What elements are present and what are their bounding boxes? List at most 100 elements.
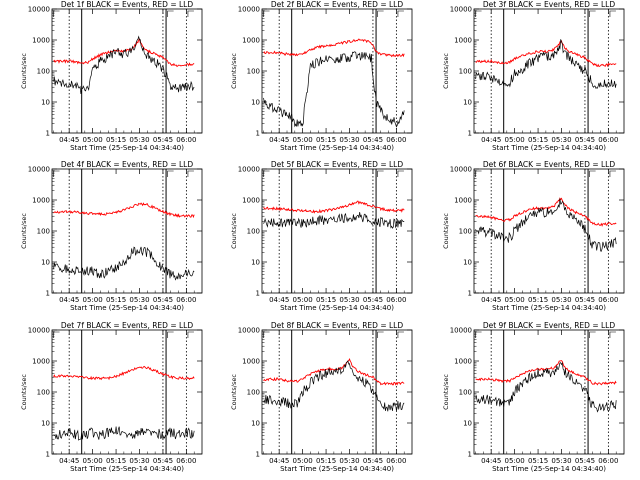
chart-title: Det 4f BLACK = Events, RED = LLD	[61, 160, 194, 169]
x-axis-label: Start Time (25-Sep-14 04:34:40)	[70, 465, 184, 473]
chart-panel-5: Det 5f BLACK = Events, RED = LLD 1 10 100 10…	[230, 160, 413, 312]
x-tick-label: 05:45	[153, 457, 173, 465]
y-axis-label: Counts/sec	[20, 374, 28, 410]
x-tick-label: 05:15	[316, 136, 336, 144]
chart-title: Det 9f BLACK = Events, RED = LLD	[483, 321, 616, 330]
x-tick-label: 05:00	[83, 457, 103, 465]
x-tick-label: 05:00	[83, 296, 103, 304]
chart-title: Det 5f BLACK = Events, RED = LLD	[271, 160, 404, 169]
interval-bracket	[475, 331, 482, 338]
y-axis-label: Counts/sec	[442, 213, 450, 249]
interval-bracket	[187, 331, 194, 338]
series-line-lld	[475, 197, 617, 227]
series-line-lld	[475, 360, 617, 386]
chart-title: Det 6f BLACK = Events, RED = LLD	[483, 160, 616, 169]
y-tick-label: 10000	[238, 327, 260, 335]
x-tick-label: 05:15	[106, 457, 126, 465]
series-line-lld	[263, 38, 405, 58]
y-axis-label: Counts/sec	[442, 53, 450, 89]
plot-frame	[261, 168, 413, 294]
plot-frame	[261, 8, 413, 134]
series-line-lld	[263, 357, 405, 386]
x-tick-label: 04:45	[269, 457, 289, 465]
interval-bracket	[377, 10, 384, 17]
interval-bracket	[53, 170, 60, 177]
interval-bracket	[589, 331, 596, 338]
y-axis-label: Counts/sec	[230, 374, 238, 410]
series-line-events	[475, 198, 617, 252]
interval-bracket	[397, 331, 404, 338]
y-axis-label: Counts/sec	[230, 213, 238, 249]
x-axis-label: Start Time (25-Sep-14 04:34:40)	[70, 304, 184, 312]
interval-bracket	[377, 331, 384, 338]
x-tick-label: 05:30	[339, 457, 359, 465]
interval-bracket	[53, 10, 60, 17]
series-line-lld	[475, 40, 617, 68]
interval-bracket	[589, 10, 596, 17]
interval-bracket	[167, 10, 174, 17]
series-line-lld	[53, 202, 195, 219]
y-tick-label: 1000	[454, 197, 472, 205]
x-tick-label: 05:45	[153, 136, 173, 144]
y-tick-label: 1	[468, 451, 472, 459]
x-tick-label: 06:00	[176, 457, 196, 465]
series-line-events	[475, 362, 617, 413]
x-tick-label: 05:00	[83, 136, 103, 144]
x-tick-label: 05:45	[363, 136, 383, 144]
x-tick-label: 05:15	[528, 457, 548, 465]
x-tick-label: 06:00	[386, 136, 406, 144]
y-tick-label: 10000	[450, 6, 472, 14]
y-tick-label: 1000	[32, 37, 50, 45]
x-axis-label: Start Time (25-Sep-14 04:34:40)	[492, 144, 606, 152]
series-line-events	[475, 39, 617, 89]
series-line-events	[53, 426, 195, 441]
x-tick-label: 05:30	[551, 457, 571, 465]
x-tick-label: 06:00	[386, 296, 406, 304]
x-tick-label: 05:15	[106, 136, 126, 144]
y-tick-label: 100	[37, 68, 50, 76]
interval-bracket	[589, 170, 596, 177]
x-tick-label: 05:00	[293, 296, 313, 304]
chart-title: Det 8f BLACK = Events, RED = LLD	[271, 321, 404, 330]
x-tick-label: 04:45	[269, 136, 289, 144]
chart-panel-7: Det 7f BLACK = Events, RED = LLD 1 10 100 10…	[20, 321, 203, 473]
plot-frame	[51, 329, 203, 455]
chart-panel-1: Det 1f BLACK = Events, RED = LLD 1 10 100 10…	[20, 0, 203, 152]
interval-bracket	[377, 170, 384, 177]
x-tick-label: 04:45	[481, 296, 501, 304]
y-tick-label: 100	[459, 68, 472, 76]
y-tick-label: 1	[256, 451, 260, 459]
y-tick-label: 10	[251, 259, 260, 267]
x-tick-label: 05:30	[339, 296, 359, 304]
y-axis-label: Counts/sec	[230, 53, 238, 89]
x-tick-label: 05:30	[129, 457, 149, 465]
y-tick-label: 1	[256, 290, 260, 298]
y-tick-label: 1	[46, 130, 50, 138]
x-axis-label: Start Time (25-Sep-14 04:34:40)	[70, 144, 184, 152]
interval-bracket	[609, 331, 616, 338]
y-tick-label: 1	[46, 451, 50, 459]
y-tick-label: 10000	[238, 6, 260, 14]
y-tick-label: 10	[251, 99, 260, 107]
interval-bracket	[263, 10, 270, 17]
interval-bracket	[609, 10, 616, 17]
y-axis-label: Counts/sec	[20, 213, 28, 249]
interval-bracket	[187, 170, 194, 177]
x-tick-label: 06:00	[598, 457, 618, 465]
x-tick-label: 04:45	[481, 457, 501, 465]
chart-panel-9: Det 9f BLACK = Events, RED = LLD 1 10 100 10…	[442, 321, 625, 473]
interval-bracket	[397, 10, 404, 17]
plot-frame	[473, 8, 625, 134]
y-tick-label: 1000	[32, 197, 50, 205]
plot-frame	[473, 168, 625, 294]
y-tick-label: 10000	[28, 327, 50, 335]
y-tick-label: 100	[247, 228, 260, 236]
interval-bracket	[475, 170, 482, 177]
chart-panel-6: Det 6f BLACK = Events, RED = LLD 1 10 100 10…	[442, 160, 625, 312]
y-tick-label: 1	[468, 130, 472, 138]
y-axis-label: Counts/sec	[442, 374, 450, 410]
interval-bracket	[263, 170, 270, 177]
x-tick-label: 05:15	[316, 296, 336, 304]
interval-bracket	[167, 170, 174, 177]
